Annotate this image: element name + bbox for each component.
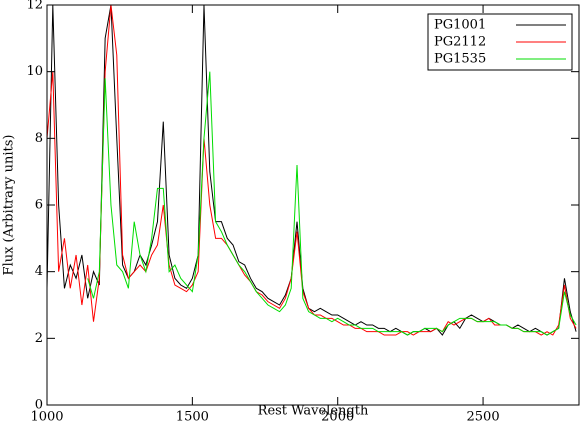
series-line — [47, 5, 577, 336]
y-tick-label: 0 — [35, 398, 43, 413]
x-tick-label: 1000 — [30, 410, 63, 421]
legend-label: PG2112 — [434, 35, 486, 50]
y-tick-label: 4 — [35, 264, 43, 279]
y-tick-label: 2 — [35, 331, 43, 346]
series-line — [87, 71, 577, 336]
y-tick-label: 12 — [26, 0, 43, 13]
y-axis-label: Flux (Arbitrary units) — [2, 135, 17, 276]
x-tick-label: 1500 — [176, 410, 209, 421]
y-tick-label: 10 — [26, 64, 43, 79]
x-axis-label: Rest Wavelength — [258, 404, 369, 419]
x-tick-label: 2500 — [467, 410, 500, 421]
legend-label: PG1535 — [434, 52, 486, 67]
plot-area — [47, 5, 577, 336]
legend-label: PG1001 — [434, 18, 486, 33]
y-tick-label: 8 — [35, 131, 43, 146]
y-tick-label: 6 — [35, 198, 43, 213]
x-tick-label: 2000 — [321, 410, 354, 421]
